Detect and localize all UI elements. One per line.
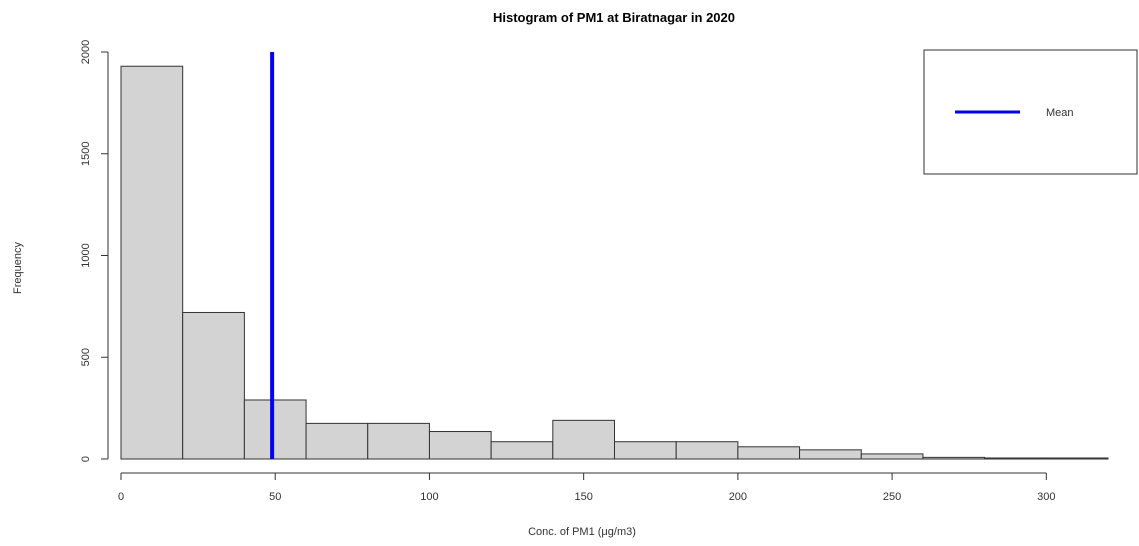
y-tick-label-1000: 1000 [80,243,92,267]
y-tick-label-1500: 1500 [80,142,92,166]
x-tick-label-0: 0 [118,491,124,503]
histogram-bar-80-100 [367,422,430,460]
chart-title: Histogram of PM1 at Biratnagar in 2020 [493,10,735,25]
x-axis-label: Conc. of PM1 (μg/m3) [528,526,636,538]
x-tick-label-250: 250 [883,491,901,503]
histogram-bar-60-80 [305,422,369,460]
histogram-bar-220-240 [799,449,862,460]
histogram-bar-240-260 [860,453,924,460]
histogram-bar-260-280 [922,456,986,460]
x-tick-label-50: 50 [269,491,281,503]
x-tick-label-200: 200 [729,491,747,503]
histogram-bar-300-320 [1045,457,1109,460]
y-tick-label-2000: 2000 [80,40,92,64]
histogram-bar-20-40 [182,311,245,460]
x-tick-label-100: 100 [420,491,438,503]
histogram-bar-100-120 [428,431,492,460]
x-axis: 0 50 100 150 200 250 300 [118,472,1055,503]
histogram-bar-160-180 [614,441,677,460]
y-axis-label: Frequency [12,242,24,294]
histogram-bar-0-20 [120,65,184,460]
histogram-bar-200-220 [737,446,801,460]
histogram-bar-280-300 [984,457,1047,460]
histogram-bar-180-200 [675,441,739,460]
histogram-bar-140-160 [552,419,615,460]
legend: Mean [923,49,1138,175]
y-tick-label-500: 500 [80,348,92,366]
histogram-bars [120,65,1109,460]
x-tick-label-150: 150 [574,491,592,503]
histogram-bar-40-60 [243,399,307,460]
y-axis: 0 500 1000 1500 2000 [80,40,109,462]
histogram-bar-120-140 [490,441,554,460]
x-tick-label-300: 300 [1037,491,1055,503]
legend-mean-label: Mean [1046,107,1074,119]
y-tick-label-0: 0 [80,456,92,462]
